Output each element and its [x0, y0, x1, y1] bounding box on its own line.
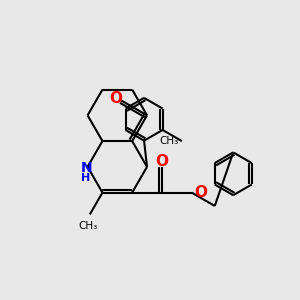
Text: N: N	[80, 161, 92, 175]
Text: O: O	[155, 154, 168, 169]
Text: O: O	[194, 185, 207, 200]
Text: CH₃: CH₃	[160, 136, 179, 146]
Text: H: H	[82, 173, 91, 183]
Text: O: O	[110, 92, 122, 106]
Text: CH₃: CH₃	[79, 221, 98, 231]
